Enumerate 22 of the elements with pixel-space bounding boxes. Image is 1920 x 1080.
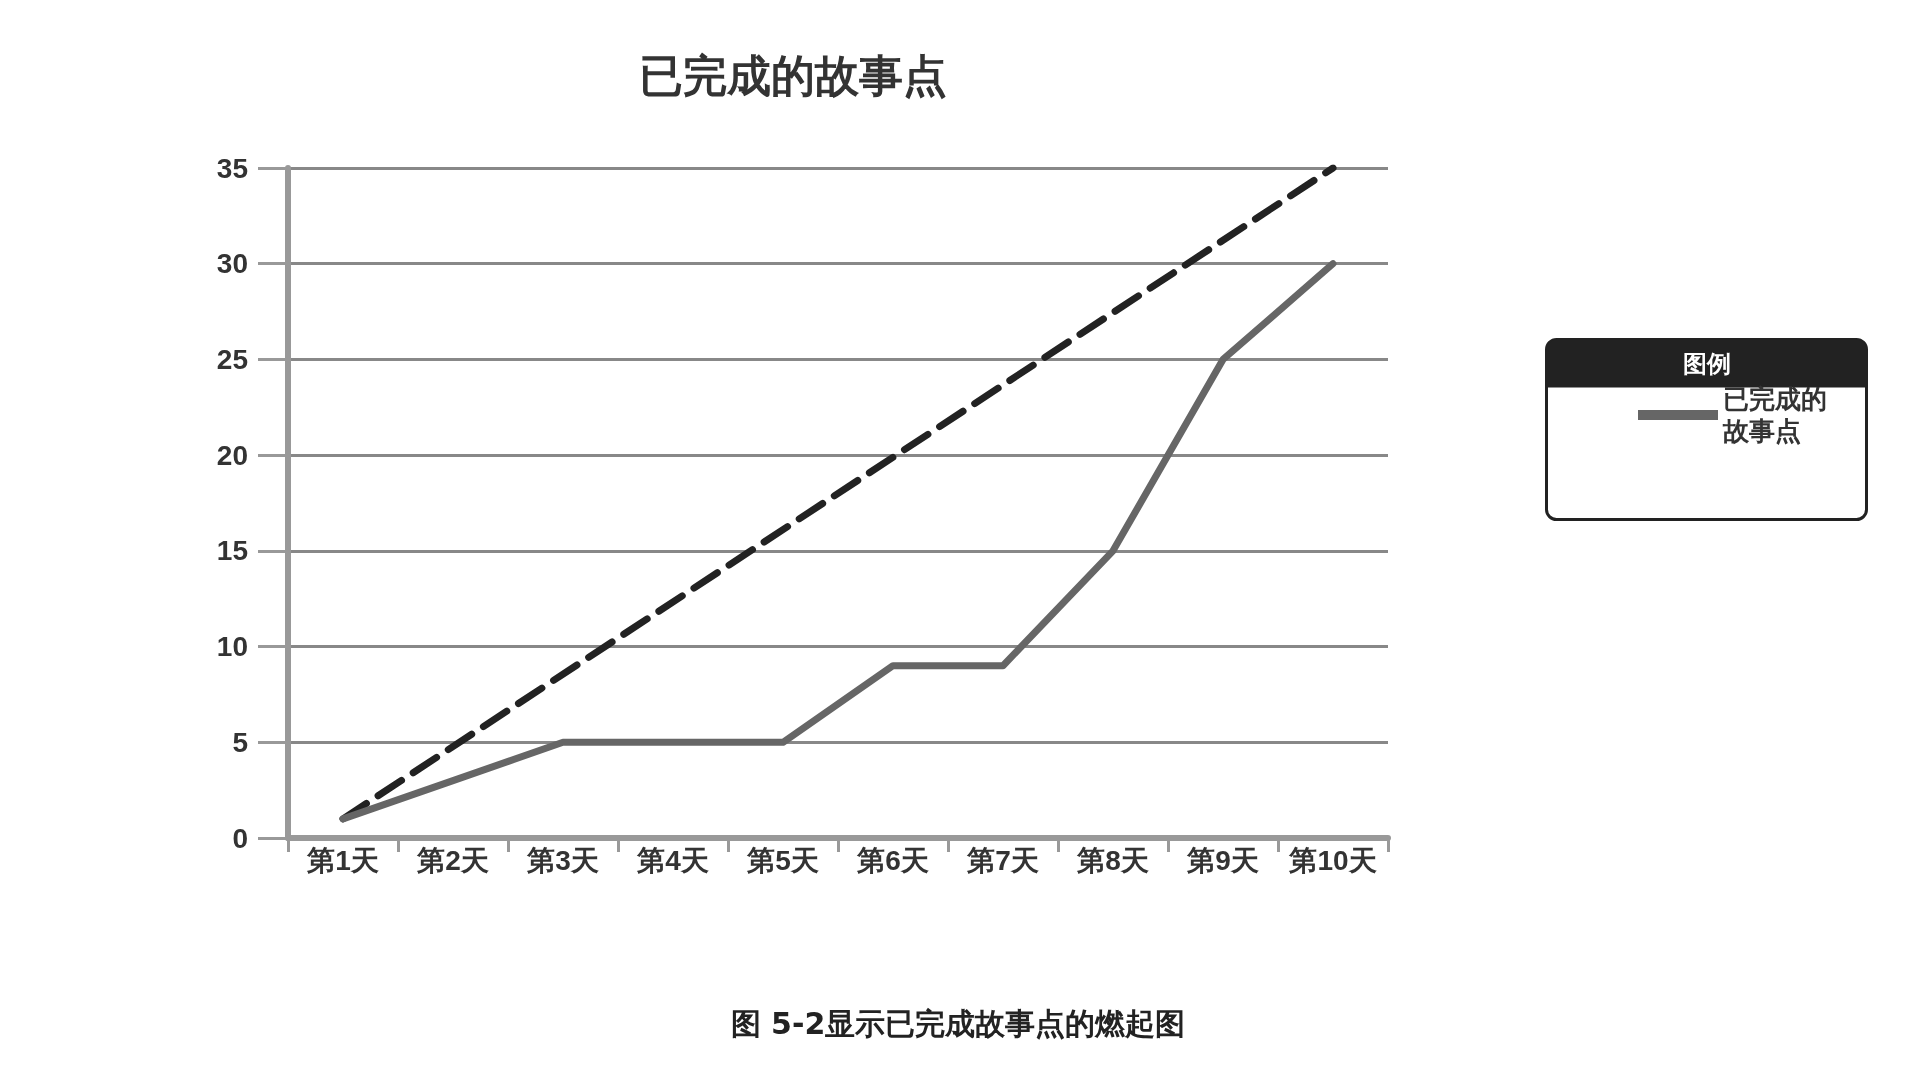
legend-label: 已完成的故事点 bbox=[1722, 384, 1827, 446]
x-tick-label: 第6天 bbox=[856, 844, 929, 876]
y-tick-label: 30 bbox=[216, 248, 248, 280]
x-tick-label: 第7天 bbox=[966, 844, 1039, 876]
x-tick-label: 第5天 bbox=[746, 844, 819, 876]
y-tick-label: 0 bbox=[232, 822, 248, 854]
x-tick-label: 第4天 bbox=[636, 844, 709, 876]
y-tick-label: 5 bbox=[232, 726, 248, 758]
x-tick-label: 第9天 bbox=[1186, 844, 1259, 876]
y-tick-label: 10 bbox=[216, 631, 248, 663]
x-tick-label: 第3天 bbox=[526, 844, 599, 876]
y-tick-label: 15 bbox=[216, 535, 248, 567]
y-tick-label: 25 bbox=[216, 343, 248, 375]
caption: 图 5-2显示已完成故事点的燃起图 bbox=[730, 1005, 1186, 1041]
x-tick-label: 第2天 bbox=[416, 844, 489, 876]
y-tick-label: 20 bbox=[216, 439, 248, 471]
legend-title: 图例 bbox=[1682, 349, 1731, 378]
x-tick-label: 第10天 bbox=[1288, 844, 1377, 876]
x-tick-label: 第8天 bbox=[1076, 844, 1149, 876]
chart-title: 已完成的故事点 bbox=[639, 49, 947, 101]
x-tick-label: 第1天 bbox=[306, 844, 379, 876]
y-tick-label: 35 bbox=[216, 152, 248, 184]
